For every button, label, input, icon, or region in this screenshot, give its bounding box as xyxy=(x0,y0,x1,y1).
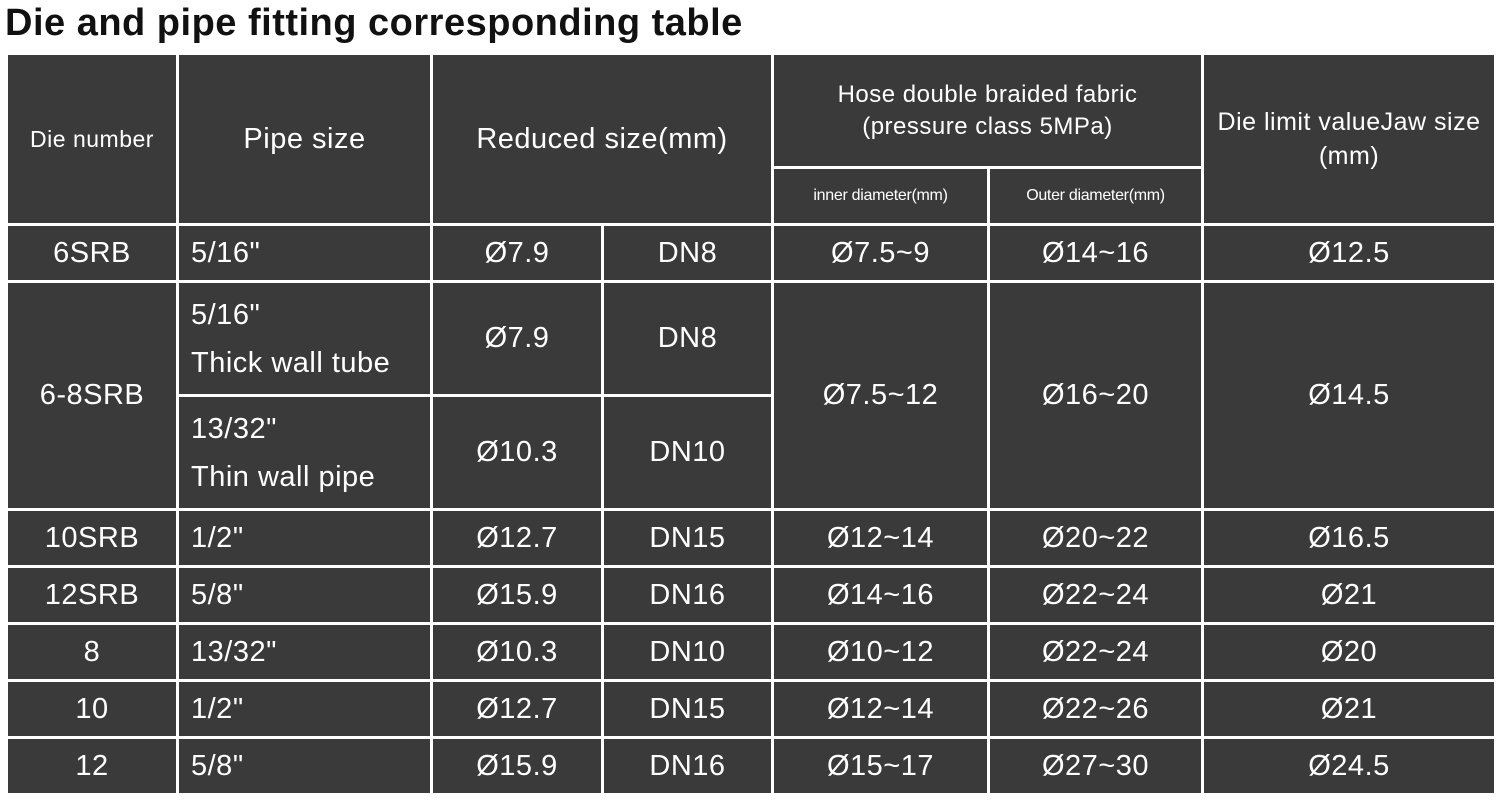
header-line: (mm) xyxy=(1318,142,1380,170)
die-number: 10SRB xyxy=(8,511,176,565)
table-row: 13/32" Thin wall pipe Ø10.3 DN10 xyxy=(8,397,1494,508)
pipe-size-line: Thin wall pipe xyxy=(191,460,376,493)
inner-diameter: Ø15~17 xyxy=(774,739,987,793)
inner-diameter: Ø12~14 xyxy=(774,511,987,565)
reduced-size: Ø15.9 xyxy=(433,568,601,622)
reduced-size: Ø7.9 xyxy=(433,226,601,280)
outer-diameter: Ø22~24 xyxy=(990,625,1201,679)
pipe-size: 13/32" Thin wall pipe xyxy=(179,397,430,508)
die-limit: Ø16.5 xyxy=(1204,511,1494,565)
nominal-diameter: DN10 xyxy=(604,625,771,679)
reduced-size: Ø10.3 xyxy=(433,397,601,508)
header-line: (pressure class 5MPa) xyxy=(862,112,1113,140)
die-number: 10 xyxy=(8,682,176,736)
header-cell: Pipe size xyxy=(179,55,430,223)
pipe-size-line: 5/8" xyxy=(191,750,244,782)
pipe-size-line: 13/32" xyxy=(191,636,277,668)
table-row: 6SRB 5/16" Ø7.9 DN8 Ø7.5~9 Ø14~16 Ø12.5 xyxy=(8,226,1494,280)
die-limit: Ø12.5 xyxy=(1204,226,1494,280)
die-number: 6SRB xyxy=(8,226,176,280)
die-number: 8 xyxy=(8,625,176,679)
reduced-size: Ø10.3 xyxy=(433,625,601,679)
table: Die number Pipe size Reduced size(mm) Ho… xyxy=(5,52,1497,796)
reduced-size: Ø12.7 xyxy=(433,682,601,736)
pipe-size-line: 1/2" xyxy=(191,522,244,554)
inner-diameter: Ø12~14 xyxy=(774,682,987,736)
header-cell: Outer diameter(mm) xyxy=(990,169,1201,223)
nominal-diameter: DN15 xyxy=(604,682,771,736)
reduced-size: Ø15.9 xyxy=(433,739,601,793)
die-limit: Ø24.5 xyxy=(1204,739,1494,793)
die-number: 12 xyxy=(8,739,176,793)
table-row: 6-8SRB 5/16" Thick wall tube Ø7.9 DN8 Ø7.5~12… xyxy=(8,283,1494,508)
pipe-size-line: 5/8" xyxy=(191,579,244,611)
header-cell: Die limit valueJaw size (mm) xyxy=(1204,55,1494,223)
pipe-size: 5/8" xyxy=(179,739,430,793)
outer-diameter: Ø22~24 xyxy=(990,568,1201,622)
nominal-diameter: DN16 xyxy=(604,568,771,622)
outer-diameter: Ø16~20 xyxy=(990,283,1201,508)
pipe-size-line: 5/16" xyxy=(191,298,261,331)
reduced-size: Ø12.7 xyxy=(433,511,601,565)
die-limit: Ø14.5 xyxy=(1204,283,1494,508)
inner-diameter: Ø10~12 xyxy=(774,625,987,679)
reduced-size: Ø7.9 xyxy=(433,283,601,394)
table-row: 12 5/8" Ø15.9 DN16 Ø15~17 Ø27~30 Ø24.5 xyxy=(8,739,1494,793)
header-cell: Reduced size(mm) xyxy=(433,55,771,223)
table-row: 8 13/32" Ø10.3 DN10 Ø10~12 Ø22~24 Ø20 xyxy=(8,625,1494,679)
outer-diameter: Ø27~30 xyxy=(990,739,1201,793)
header-cell: Die number xyxy=(8,55,176,223)
pipe-size-line: 5/16" xyxy=(191,237,261,269)
nominal-diameter: DN10 xyxy=(604,397,771,508)
header-line: Hose double braided fabric xyxy=(837,80,1138,108)
die-limit: Ø21 xyxy=(1204,568,1494,622)
header-cell: inner diameter(mm) xyxy=(774,169,987,223)
outer-diameter: Ø22~26 xyxy=(990,682,1201,736)
pipe-size-line: Thick wall tube xyxy=(191,346,391,379)
inner-diameter: Ø7.5~9 xyxy=(774,226,987,280)
pipe-size: 13/32" xyxy=(179,625,430,679)
die-limit: Ø20 xyxy=(1204,625,1494,679)
die-limit: Ø21 xyxy=(1204,682,1494,736)
die-number: 6-8SRB xyxy=(8,283,176,508)
outer-diameter: Ø20~22 xyxy=(990,511,1201,565)
pipe-size: 5/8" xyxy=(179,568,430,622)
nominal-diameter: DN16 xyxy=(604,739,771,793)
pipe-size: 5/16" Thick wall tube xyxy=(179,283,430,394)
nominal-diameter: DN8 xyxy=(604,226,771,280)
inner-diameter: Ø7.5~12 xyxy=(774,283,987,508)
pipe-size: 1/2" xyxy=(179,511,430,565)
pipe-size-line: 1/2" xyxy=(191,693,244,725)
header-cell: Hose double braided fabric (pressure cla… xyxy=(774,55,1201,166)
outer-diameter: Ø14~16 xyxy=(990,226,1201,280)
header-line: Die limit valueJaw size xyxy=(1217,108,1481,136)
table-row: 12SRB 5/8" Ø15.9 DN16 Ø14~16 Ø22~24 Ø21 xyxy=(8,568,1494,622)
die-number: 12SRB xyxy=(8,568,176,622)
nominal-diameter: DN8 xyxy=(604,283,771,394)
table-row: 10 1/2" Ø12.7 DN15 Ø12~14 Ø22~26 Ø21 xyxy=(8,682,1494,736)
pipe-size-line: 13/32" xyxy=(191,412,277,445)
pipe-size: 5/16" xyxy=(179,226,430,280)
table-row: 10SRB 1/2" Ø12.7 DN15 Ø12~14 Ø20~22 Ø16.5 xyxy=(8,511,1494,565)
nominal-diameter: DN15 xyxy=(604,511,771,565)
title: Die and pipe fitting corresponding table xyxy=(5,2,743,44)
inner-diameter: Ø14~16 xyxy=(774,568,987,622)
pipe-size: 1/2" xyxy=(179,682,430,736)
